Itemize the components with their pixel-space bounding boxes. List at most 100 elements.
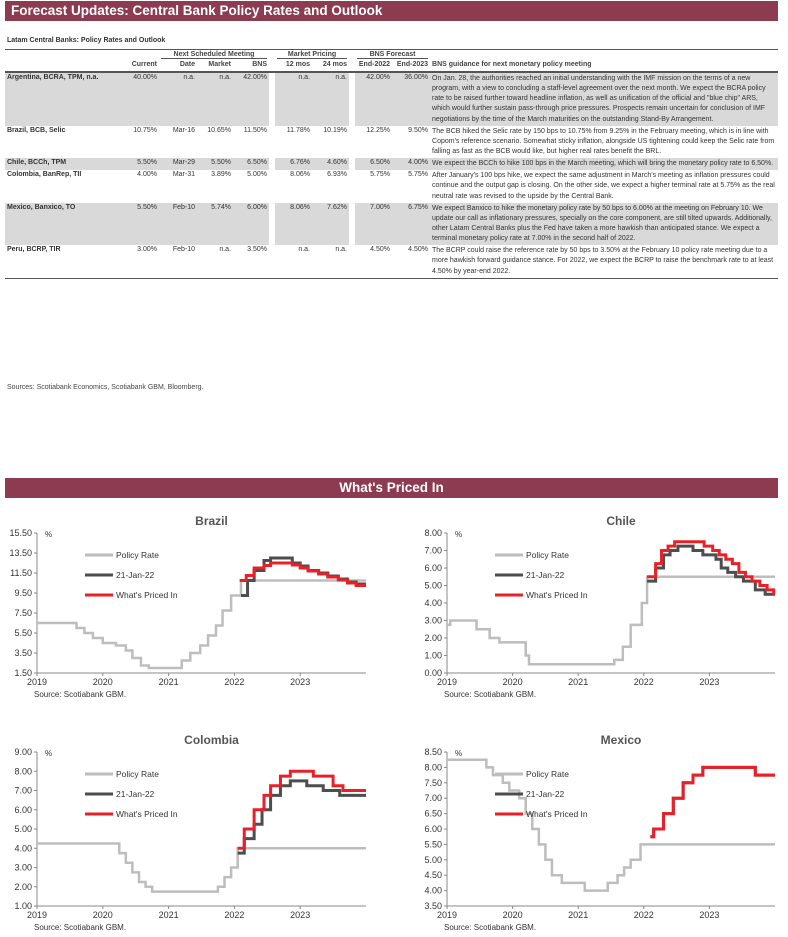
chart-title: Colombia [184, 733, 239, 747]
legend-label: What's Priced In [526, 590, 588, 600]
cell-24mos: n.a. [312, 245, 350, 279]
series-line-policy-rate [447, 575, 775, 666]
legend-label: What's Priced In [116, 809, 178, 819]
x-tick-label: 2019 [27, 677, 47, 687]
y-tick-label: 5.00 [424, 581, 442, 591]
series-line-21-jan-22 [647, 544, 775, 596]
cell-end-2023: 4.00% [392, 158, 431, 171]
guidance-text: The BCB hiked the Selic rate by 150 bps … [432, 127, 775, 155]
y-tick-label: 1.50 [14, 668, 32, 678]
cell-24mos: 4.60% [312, 158, 350, 171]
y-tick-label: 3.00 [14, 863, 32, 873]
series-line-21-jan-22 [237, 779, 366, 855]
col-date: Date [159, 60, 197, 73]
table-row: Peru, BCRP, TIR 3.00% Feb-10 n.a. 3.50% n.a. n… [5, 245, 778, 279]
col-12mos: 12 mos [275, 60, 313, 73]
x-tick-label: 2020 [503, 677, 523, 687]
y-tick-label: 4.00 [14, 843, 32, 853]
cell-current: 3.00% [127, 245, 159, 279]
x-tick-label: 2022 [224, 910, 244, 920]
y-tick-label: 8.50 [424, 747, 442, 757]
column-gap [349, 125, 356, 159]
y-tick-label: 8.00 [424, 762, 442, 772]
y-tick-label: 15.50 [9, 528, 32, 538]
y-tick-label: 3.50 [14, 648, 32, 658]
guidance-text: After January's 100 bps hike, we expect … [432, 172, 775, 200]
country-name: Chile, BCCh, TPM [5, 158, 127, 171]
series-line-21-jan-22 [240, 556, 366, 597]
y-tick-label: 5.00 [424, 855, 442, 865]
cell-market: 5.50% [197, 158, 233, 171]
cell-end-2022: 5.75% [370, 171, 391, 179]
chart-title: Brazil [195, 514, 228, 528]
cell-market: 3.89% [211, 171, 231, 179]
x-tick-label: 2021 [568, 910, 588, 920]
cell-end-2022: 42.00% [355, 72, 393, 126]
y-tick-label: 7.50 [424, 778, 442, 788]
guidance-text: On Jan. 28, the authorities reached an i… [430, 72, 778, 126]
table-subtitle: Latam Central Banks: Policy Rates and Ou… [7, 37, 166, 44]
chart-chile: Chile% 0.00 1.00 2.00 3.00 4.00 5.00 6.00 7.00 8.… [424, 514, 776, 699]
table-row: Chile, BCCh, TPM 5.50% Mar-29 5.50% 6.50% 6.7… [5, 158, 778, 171]
cell-current: 5.50% [127, 158, 159, 171]
y-unit-label: % [45, 749, 52, 758]
series-line-what-s-priced-in [650, 765, 775, 839]
x-tick-label: 2019 [437, 910, 457, 920]
y-tick-label: 6.00 [424, 824, 442, 834]
y-tick-label: 9.50 [14, 588, 32, 598]
cell-12mos: 11.78% [286, 126, 311, 134]
y-tick-label: 4.00 [424, 886, 442, 896]
section-title: What's Priced In [5, 478, 778, 498]
chart-title: Mexico [601, 733, 642, 747]
cell-bns: 6.00% [233, 202, 270, 246]
country-name: Peru, BCRP, TIR [5, 245, 127, 279]
chart-mexico: Mexico% 3.50 4.00 4.50 5.00 5.50 6.00 6.50 7.00 7… [424, 733, 775, 932]
chart-source: Source: Scotiabank GBM. [34, 690, 126, 699]
column-gap [269, 158, 276, 171]
y-tick-label: 0.00 [424, 668, 442, 678]
cell-12mos: 8.06% [290, 171, 311, 179]
table-row: Colombia, BanRep, TII 4.00% Mar-31 3.89% 5.0… [5, 170, 778, 203]
y-tick-label: 2.00 [424, 633, 442, 643]
y-tick-label: 4.50 [424, 870, 442, 880]
group-header-row: Next Scheduled Meeting Market Pricing BN… [5, 49, 778, 60]
y-tick-label: 11.50 [10, 568, 32, 578]
column-gap [269, 245, 276, 279]
cell-end-2023: 9.50% [408, 126, 429, 134]
col-bns: BNS [233, 60, 270, 73]
column-gap [269, 72, 276, 126]
y-tick-label: 7.00 [14, 786, 32, 796]
x-tick-label: 2023 [290, 677, 310, 687]
cell-bns: 11.50% [243, 126, 268, 134]
col-current: Current [127, 60, 159, 73]
chart-source: Source: Scotiabank GBM. [444, 690, 536, 699]
series-line-policy-rate [37, 842, 366, 893]
policy-rates-table: Next Scheduled Meeting Market Pricing BN… [5, 49, 778, 279]
series-line-policy-rate [447, 758, 775, 892]
cell-bns: 42.00% [233, 72, 270, 126]
chart-brazil: Brazil% 1.50 3.50 5.50 7.50 9.50 11.50 13.50 15.… [9, 514, 366, 699]
chart-source: Source: Scotiabank GBM. [34, 923, 126, 932]
y-tick-label: 6.50 [424, 809, 442, 819]
legend-label: What's Priced In [116, 590, 178, 600]
cell-12mos: n.a. [275, 245, 313, 279]
x-tick-label: 2021 [159, 677, 179, 687]
column-header-row: Current Date Market BNS 12 mos 24 mos En… [5, 60, 778, 73]
col-24mos: 24 mos [312, 60, 350, 73]
group-next-meeting: Next Scheduled Meeting [161, 51, 268, 59]
guidance-text: We expect the BCCh to hike 100 bps in th… [430, 158, 778, 171]
y-tick-label: 9.00 [14, 747, 32, 757]
legend-label: What's Priced In [526, 809, 588, 819]
cell-date: Mar-16 [172, 126, 195, 134]
cell-current: 5.50% [127, 202, 159, 246]
cell-end-2023: 5.75% [408, 171, 429, 179]
y-tick-label: 6.00 [424, 563, 442, 573]
y-tick-label: 2.00 [14, 882, 32, 892]
cell-current: 4.00% [137, 171, 157, 179]
legend-label: Policy Rate [526, 550, 569, 560]
legend-label: 21-Jan-22 [526, 789, 565, 799]
country-name: Argentina, BCRA, TPM, n.a. [5, 72, 127, 126]
group-bns-forecast: BNS Forecast [357, 51, 429, 59]
y-tick-label: 5.50 [424, 839, 442, 849]
cell-end-2023: 6.75% [392, 202, 431, 246]
